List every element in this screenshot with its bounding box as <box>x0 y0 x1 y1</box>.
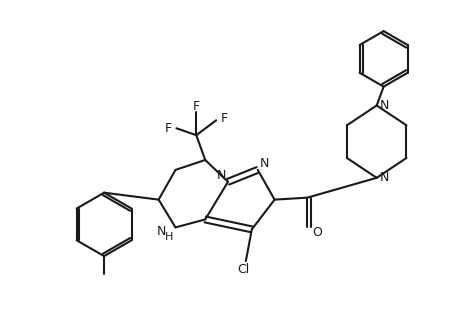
Text: Cl: Cl <box>238 263 250 276</box>
Text: H: H <box>165 232 174 242</box>
Text: N: N <box>217 169 226 182</box>
Text: F: F <box>165 122 172 135</box>
Text: F: F <box>193 100 200 113</box>
Text: N: N <box>260 157 269 170</box>
Text: N: N <box>380 171 389 184</box>
Text: F: F <box>220 112 228 125</box>
Text: O: O <box>312 226 322 239</box>
Text: N: N <box>157 225 166 238</box>
Text: N: N <box>380 99 389 112</box>
